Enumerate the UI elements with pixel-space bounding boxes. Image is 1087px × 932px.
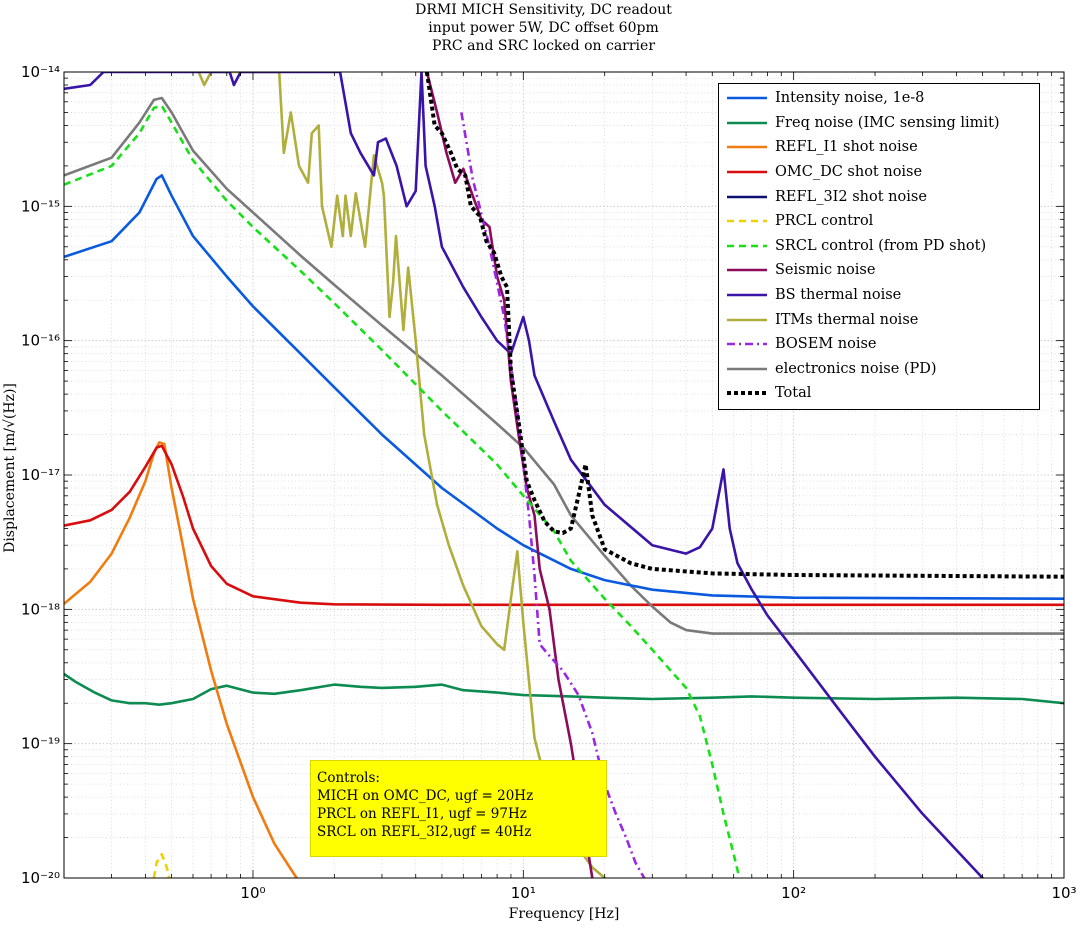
annotation-line: PRCL on REFL_I1, ugf = 97Hz xyxy=(317,806,527,822)
series-line-bosem-noise xyxy=(460,112,646,878)
series-line-prcl-control xyxy=(152,853,171,878)
legend-swatch xyxy=(727,269,767,272)
legend-label: REFL_I1 shot noise xyxy=(775,139,918,156)
legend-label: BOSEM noise xyxy=(775,336,877,353)
legend-swatch xyxy=(727,146,767,149)
legend-entry: SRCL control (from PD shot) xyxy=(719,234,1039,259)
legend-label: Total xyxy=(775,385,812,402)
series-line-bs-thermal-noise xyxy=(64,72,984,878)
legend-swatch xyxy=(727,391,767,396)
legend-label: ITMs thermal noise xyxy=(775,311,919,328)
legend-swatch xyxy=(727,121,767,125)
legend-label: REFL_3I2 shot noise xyxy=(775,188,927,205)
chart-title-line-3: PRC and SRC locked on carrier xyxy=(431,38,656,54)
controls-annotation-box: Controls: MICH on OMC_DC, ugf = 20Hz PRC… xyxy=(310,760,607,857)
legend-swatch xyxy=(727,219,767,223)
legend-entry: REFL_3I2 shot noise xyxy=(719,184,1039,209)
legend-swatch xyxy=(727,342,767,346)
legend-label: Freq noise (IMC sensing limit) xyxy=(775,114,1000,131)
x-tick-label: 10¹ xyxy=(511,884,536,902)
legend-label: Seismic noise xyxy=(775,262,876,279)
x-axis-label: Frequency [Hz] xyxy=(508,906,620,922)
legend-swatch xyxy=(727,170,767,174)
legend-entry: Seismic noise xyxy=(719,258,1039,283)
y-tick-label: 10⁻²⁰ xyxy=(21,869,60,887)
x-tick-label: 10³ xyxy=(1051,884,1076,902)
chart-title-line-1: DRMI MICH Sensitivity, DC readout xyxy=(415,2,672,18)
y-tick-label: 10⁻¹⁸ xyxy=(21,600,60,618)
y-tick-label: 10⁻¹⁶ xyxy=(21,332,60,350)
y-axis-label: Displacement [m/√(Hz)] xyxy=(2,383,18,553)
tick-labels: 10⁰ 10¹ 10² 10³ 10⁻¹⁴ 10⁻¹⁵ 10⁻¹⁶ 10⁻¹⁷ 10⁻¹⁸ 10⁻… xyxy=(21,63,1077,902)
series-line-itms-thermal-noise xyxy=(197,72,606,878)
series-line-srcl-control-from-pd-shot xyxy=(64,104,741,878)
legend-entry: ITMs thermal noise xyxy=(719,307,1039,332)
y-tick-label: 10⁻¹⁴ xyxy=(21,63,60,81)
legend-entry: PRCL control xyxy=(719,209,1039,234)
series-line-electronics-noise-pd xyxy=(64,96,1064,635)
legend-entry: electronics noise (PD) xyxy=(719,357,1039,382)
legend-label: PRCL control xyxy=(775,213,874,230)
chart-title-line-2: input power 5W, DC offset 60pm xyxy=(428,20,659,36)
legend-entry: Freq noise (IMC sensing limit) xyxy=(719,111,1039,136)
legend-swatch xyxy=(727,195,767,198)
legend-swatch xyxy=(727,293,767,297)
legend-swatch xyxy=(727,367,767,371)
x-tick-label: 10² xyxy=(781,884,806,902)
legend-entry: Total xyxy=(719,381,1039,406)
legend-label: OMC_DC shot noise xyxy=(775,164,923,181)
y-tick-label: 10⁻¹⁷ xyxy=(21,466,60,484)
series-line-intensity-noise-1e-8 xyxy=(64,174,1064,600)
legend-entry: BOSEM noise xyxy=(719,332,1039,357)
legend-swatch xyxy=(727,244,767,248)
annotation-line: MICH on OMC_DC, ugf = 20Hz xyxy=(317,788,534,804)
annotation-line: SRCL on REFL_3I2,ugf = 40Hz xyxy=(317,824,532,840)
legend-label: BS thermal noise xyxy=(775,287,902,304)
legend-swatch xyxy=(727,96,767,100)
legend-swatch xyxy=(727,318,767,321)
legend-entry: OMC_DC shot noise xyxy=(719,160,1039,185)
legend-label: electronics noise (PD) xyxy=(775,360,937,377)
series-lines xyxy=(64,72,1064,878)
series-line-omc-dc-shot-noise xyxy=(64,444,1064,607)
y-tick-label: 10⁻¹⁵ xyxy=(21,197,60,215)
legend-entry: BS thermal noise xyxy=(719,283,1039,308)
annotation-line: Controls: xyxy=(317,770,380,786)
y-tick-label: 10⁻¹⁹ xyxy=(21,735,60,753)
legend-entry: REFL_I1 shot noise xyxy=(719,135,1039,160)
axis-ticks xyxy=(63,72,1065,879)
series-line-refl-i1-shot-noise xyxy=(64,441,298,878)
series-line-freq-noise-imc-sensing-limit xyxy=(64,672,1064,706)
legend: Intensity noise, 1e-8 Freq noise (IMC sen… xyxy=(718,83,1040,410)
series-line-total xyxy=(424,72,1064,579)
legend-label: SRCL control (from PD shot) xyxy=(775,237,987,254)
legend-label: Intensity noise, 1e-8 xyxy=(775,90,925,107)
legend-entry: Intensity noise, 1e-8 xyxy=(719,86,1039,111)
x-tick-label: 10⁰ xyxy=(240,884,265,902)
